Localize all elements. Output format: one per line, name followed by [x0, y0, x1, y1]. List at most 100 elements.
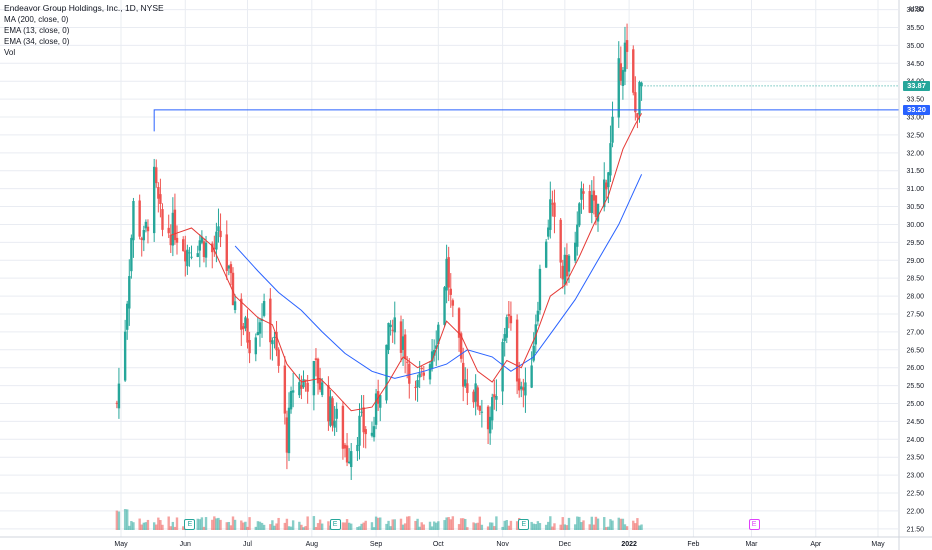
candle-body [356, 444, 359, 452]
candle-body [130, 237, 133, 272]
y-tick-label: 34.50 [906, 61, 924, 68]
candle-body [536, 310, 540, 322]
y-tick-label: 35.50 [906, 25, 924, 32]
candle-body [200, 236, 204, 243]
candle-body [385, 344, 388, 401]
candle-body [520, 386, 523, 390]
y-tick-label: 25.50 [906, 383, 924, 390]
volume-bar [580, 522, 583, 530]
volume-bar [360, 523, 363, 530]
horizontal-level [153, 85, 899, 132]
candle-body [565, 255, 569, 277]
chart-legend: Endeavor Group Holdings, Inc., 1D, NYSE … [4, 3, 164, 58]
candle-body [115, 402, 119, 404]
volume-bar [422, 524, 425, 530]
y-tick-label: 23.50 [906, 455, 924, 462]
volume-bar [449, 519, 452, 530]
candle-body [443, 287, 446, 325]
volume-bar [532, 523, 535, 530]
volume-bar [144, 522, 148, 530]
candle-body [447, 257, 450, 288]
y-tick-label: 22.00 [906, 508, 924, 515]
candle-body [219, 230, 222, 238]
candle-body [578, 203, 581, 226]
y-tick-label: 32.50 [906, 132, 924, 139]
candle-body [374, 393, 378, 425]
candle-body [464, 379, 467, 387]
volume-bar [462, 518, 465, 530]
volume-bar [200, 517, 204, 530]
candle-body [574, 242, 577, 261]
candle-body [248, 340, 251, 354]
upcoming-earnings-badge[interactable]: E [748, 519, 760, 530]
volume-bar [175, 517, 179, 530]
candle-body [285, 417, 289, 453]
candle-body [391, 329, 394, 331]
candle-body [474, 383, 477, 402]
volume-bar [146, 519, 150, 530]
volume-bar [603, 517, 606, 530]
y-tick-label: 24.50 [906, 419, 924, 426]
volume-bar [536, 521, 540, 530]
volume-bar [123, 509, 127, 530]
ema13-path [170, 113, 643, 412]
volume-bar [283, 522, 287, 530]
candle-body [611, 116, 614, 143]
y-tick-label: 30.50 [906, 204, 924, 211]
volume-bar [466, 527, 469, 530]
volume-bar [202, 526, 206, 530]
candle-body [155, 167, 158, 184]
candle-body [603, 179, 606, 208]
volume-bar [140, 524, 143, 530]
volume-bar [196, 518, 199, 530]
candle-body [246, 318, 249, 343]
candlesticks [115, 23, 643, 480]
candle-body [262, 301, 266, 316]
volume-bar [617, 517, 620, 530]
candle-body [142, 229, 146, 241]
candle-body [204, 242, 208, 258]
y-tick-label: 33.50 [906, 97, 924, 104]
candle-body [132, 201, 135, 241]
candle-body [466, 383, 469, 393]
volume-bar [152, 522, 156, 530]
volume-bar [619, 518, 623, 530]
y-tick-label: 22.50 [906, 491, 924, 498]
candle-body [632, 49, 635, 93]
volume-bar [306, 516, 309, 530]
candle-body [563, 254, 567, 285]
volume-bar [364, 520, 367, 530]
candle-body [594, 195, 598, 217]
earnings-badge[interactable]: E [329, 519, 341, 530]
volume-bar [117, 511, 121, 530]
y-tick-label: 29.50 [906, 240, 924, 247]
legend-title: Endeavor Group Holdings, Inc., 1D, NYSE [4, 3, 164, 13]
candle-body [341, 405, 345, 449]
volume-bar [445, 517, 448, 530]
volume-bar [298, 521, 301, 530]
candle-body [117, 383, 121, 409]
volume-bar [171, 521, 175, 530]
volume-bar [443, 520, 446, 530]
volume-bar [358, 526, 361, 530]
candle-body [462, 362, 465, 387]
candle-body [269, 298, 272, 343]
volume-bar [565, 525, 569, 530]
candle-body [551, 203, 554, 205]
earnings-badge[interactable]: E [184, 519, 196, 530]
candle-body [437, 324, 440, 345]
volume-bar [248, 517, 251, 530]
volume-bar [503, 520, 506, 530]
candle-body [561, 265, 564, 280]
candle-body [202, 241, 206, 257]
volume-bar [227, 521, 231, 530]
candle-body [576, 224, 579, 247]
candle-body [493, 394, 496, 398]
candle-body [547, 227, 550, 237]
volume-bar [269, 524, 272, 530]
candle-body [488, 416, 492, 434]
volume-bar [428, 521, 432, 530]
volume-bar [495, 516, 498, 530]
earnings-badge[interactable]: E [518, 519, 530, 530]
